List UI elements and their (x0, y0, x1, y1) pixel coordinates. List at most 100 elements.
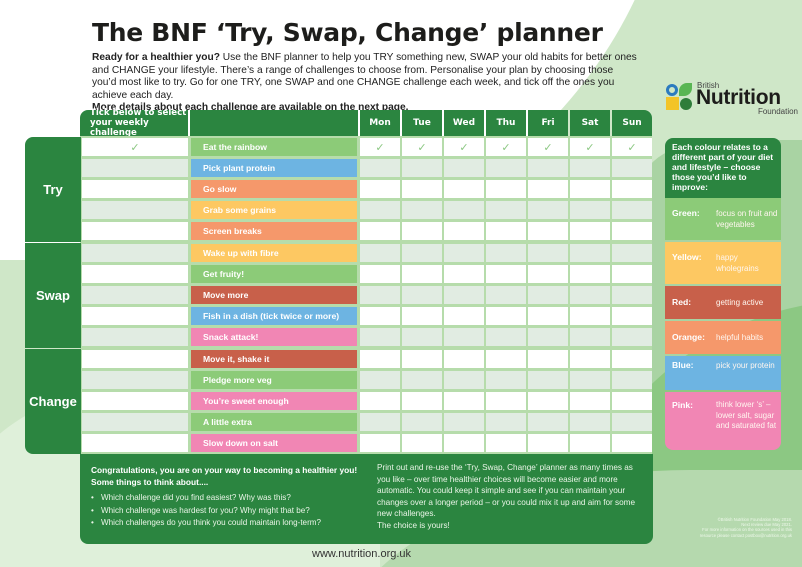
day-tick-cell-fri[interactable] (528, 158, 568, 177)
day-tick-cell-mon[interactable] (360, 391, 400, 410)
day-tick-cell-tue[interactable] (402, 244, 442, 262)
day-tick-cell-sat[interactable] (570, 158, 610, 177)
day-tick-cell-wed[interactable] (444, 244, 484, 262)
day-tick-cell-fri[interactable] (528, 391, 568, 410)
day-tick-cell-sat[interactable] (570, 244, 610, 262)
day-tick-cell-mon[interactable] (360, 370, 400, 389)
day-tick-cell-wed[interactable] (444, 350, 484, 368)
select-challenge-checkbox[interactable] (82, 200, 188, 219)
day-tick-cell-sun[interactable] (612, 412, 652, 431)
day-tick-cell-thu[interactable] (486, 370, 526, 389)
day-tick-cell-wed[interactable] (444, 327, 484, 346)
website-link[interactable]: www.nutrition.org.uk (312, 548, 412, 560)
day-tick-cell-fri[interactable] (528, 221, 568, 240)
day-tick-cell-tue[interactable] (402, 221, 442, 240)
day-tick-cell-fri[interactable] (528, 306, 568, 325)
day-tick-cell-sat[interactable]: ✓ (570, 138, 610, 156)
day-tick-cell-sat[interactable] (570, 221, 610, 240)
day-tick-cell-wed[interactable] (444, 179, 484, 198)
day-tick-cell-tue[interactable] (402, 158, 442, 177)
day-tick-cell-wed[interactable] (444, 200, 484, 219)
select-challenge-checkbox[interactable] (82, 412, 188, 431)
day-tick-cell-sat[interactable] (570, 327, 610, 346)
day-tick-cell-thu[interactable] (486, 244, 526, 262)
day-tick-cell-sat[interactable] (570, 264, 610, 283)
select-challenge-checkbox[interactable] (82, 158, 188, 177)
day-tick-cell-fri[interactable] (528, 244, 568, 262)
day-tick-cell-wed[interactable] (444, 412, 484, 431)
day-tick-cell-mon[interactable]: ✓ (360, 138, 400, 156)
day-tick-cell-sun[interactable] (612, 350, 652, 368)
day-tick-cell-sun[interactable] (612, 327, 652, 346)
day-tick-cell-tue[interactable] (402, 412, 442, 431)
day-tick-cell-sun[interactable] (612, 370, 652, 389)
day-tick-cell-mon[interactable] (360, 350, 400, 368)
day-tick-cell-sat[interactable] (570, 306, 610, 325)
day-tick-cell-sat[interactable] (570, 370, 610, 389)
day-tick-cell-sun[interactable] (612, 433, 652, 452)
day-tick-cell-mon[interactable] (360, 244, 400, 262)
select-challenge-checkbox[interactable] (82, 370, 188, 389)
day-tick-cell-mon[interactable] (360, 221, 400, 240)
day-tick-cell-wed[interactable] (444, 158, 484, 177)
day-tick-cell-wed[interactable] (444, 221, 484, 240)
day-tick-cell-sat[interactable] (570, 200, 610, 219)
select-challenge-checkbox[interactable] (82, 327, 188, 346)
day-tick-cell-fri[interactable] (528, 350, 568, 368)
day-tick-cell-fri[interactable] (528, 179, 568, 198)
select-challenge-checkbox[interactable]: ✓ (82, 138, 188, 156)
day-tick-cell-mon[interactable] (360, 264, 400, 283)
day-tick-cell-thu[interactable] (486, 264, 526, 283)
day-tick-cell-mon[interactable] (360, 433, 400, 452)
day-tick-cell-tue[interactable]: ✓ (402, 138, 442, 156)
select-challenge-checkbox[interactable] (82, 221, 188, 240)
day-tick-cell-sat[interactable] (570, 179, 610, 198)
select-challenge-checkbox[interactable] (82, 433, 188, 452)
select-challenge-checkbox[interactable] (82, 391, 188, 410)
day-tick-cell-thu[interactable] (486, 350, 526, 368)
day-tick-cell-tue[interactable] (402, 306, 442, 325)
day-tick-cell-mon[interactable] (360, 412, 400, 431)
day-tick-cell-fri[interactable]: ✓ (528, 138, 568, 156)
day-tick-cell-sun[interactable] (612, 200, 652, 219)
day-tick-cell-wed[interactable] (444, 433, 484, 452)
day-tick-cell-fri[interactable] (528, 370, 568, 389)
day-tick-cell-fri[interactable] (528, 285, 568, 304)
day-tick-cell-wed[interactable] (444, 264, 484, 283)
day-tick-cell-tue[interactable] (402, 433, 442, 452)
day-tick-cell-tue[interactable] (402, 285, 442, 304)
day-tick-cell-sun[interactable]: ✓ (612, 138, 652, 156)
day-tick-cell-tue[interactable] (402, 370, 442, 389)
day-tick-cell-tue[interactable] (402, 200, 442, 219)
day-tick-cell-thu[interactable] (486, 306, 526, 325)
select-challenge-checkbox[interactable] (82, 179, 188, 198)
day-tick-cell-mon[interactable] (360, 285, 400, 304)
day-tick-cell-mon[interactable] (360, 306, 400, 325)
day-tick-cell-fri[interactable] (528, 264, 568, 283)
day-tick-cell-thu[interactable] (486, 327, 526, 346)
day-tick-cell-mon[interactable] (360, 200, 400, 219)
select-challenge-checkbox[interactable] (82, 350, 188, 368)
day-tick-cell-sun[interactable] (612, 244, 652, 262)
day-tick-cell-sun[interactable] (612, 221, 652, 240)
day-tick-cell-thu[interactable] (486, 158, 526, 177)
day-tick-cell-wed[interactable] (444, 285, 484, 304)
day-tick-cell-tue[interactable] (402, 179, 442, 198)
day-tick-cell-sat[interactable] (570, 433, 610, 452)
day-tick-cell-mon[interactable] (360, 179, 400, 198)
day-tick-cell-sat[interactable] (570, 285, 610, 304)
day-tick-cell-thu[interactable] (486, 179, 526, 198)
day-tick-cell-thu[interactable] (486, 200, 526, 219)
select-challenge-checkbox[interactable] (82, 285, 188, 304)
day-tick-cell-thu[interactable]: ✓ (486, 138, 526, 156)
day-tick-cell-thu[interactable] (486, 391, 526, 410)
day-tick-cell-tue[interactable] (402, 327, 442, 346)
day-tick-cell-sun[interactable] (612, 306, 652, 325)
day-tick-cell-fri[interactable] (528, 412, 568, 431)
day-tick-cell-mon[interactable] (360, 158, 400, 177)
day-tick-cell-fri[interactable] (528, 200, 568, 219)
select-challenge-checkbox[interactable] (82, 306, 188, 325)
day-tick-cell-wed[interactable] (444, 306, 484, 325)
day-tick-cell-sat[interactable] (570, 391, 610, 410)
day-tick-cell-wed[interactable]: ✓ (444, 138, 484, 156)
